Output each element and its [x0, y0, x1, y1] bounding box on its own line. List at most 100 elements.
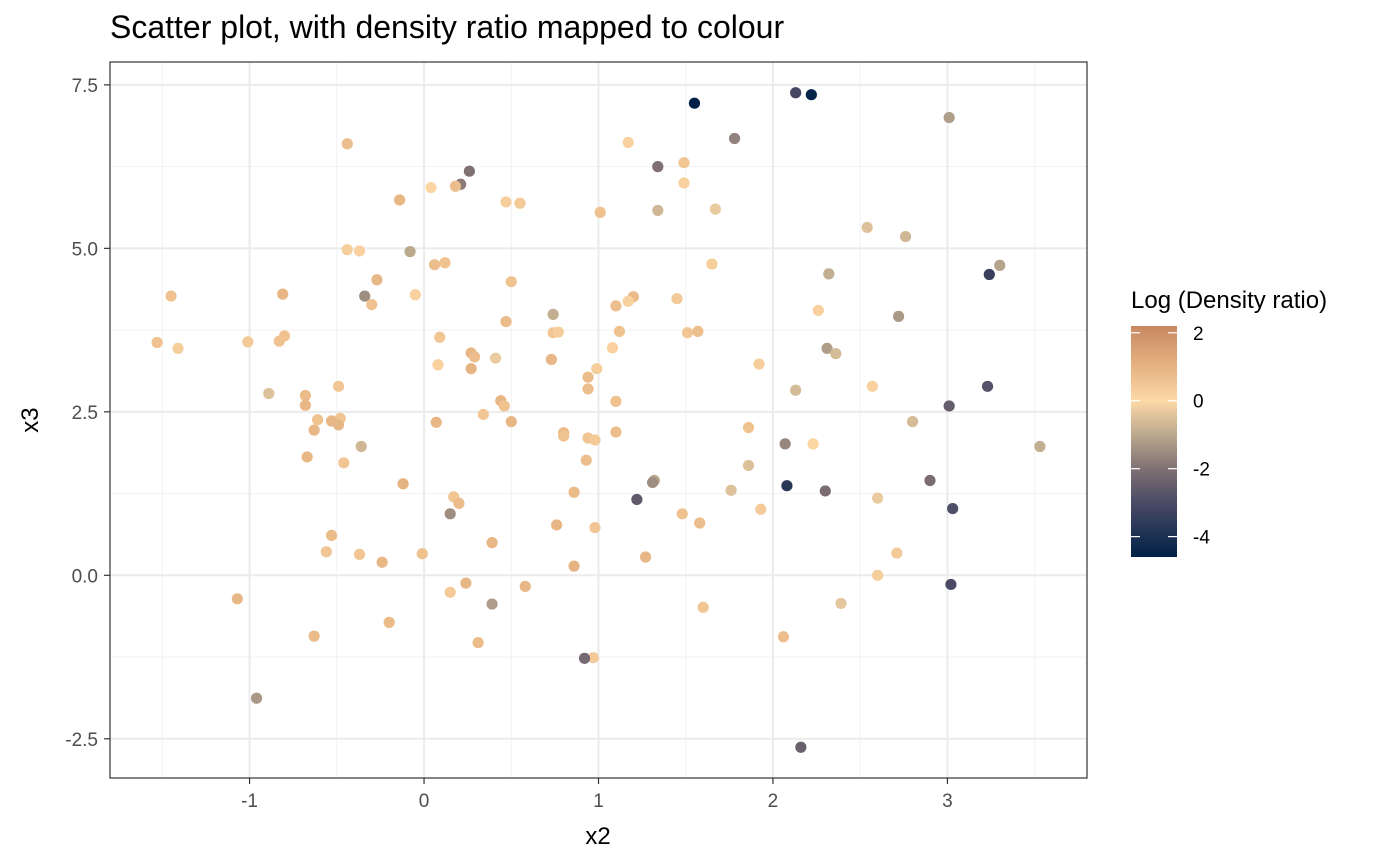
- scatter-point: [594, 206, 606, 218]
- scatter-point: [359, 290, 371, 302]
- scatter-point: [755, 503, 767, 515]
- x-axis-title: x2: [585, 823, 610, 850]
- scatter-point: [725, 484, 737, 496]
- scatter-point: [242, 336, 254, 348]
- scatter-point: [165, 290, 177, 302]
- scatter-point: [489, 352, 502, 364]
- scatter-point: [582, 383, 594, 395]
- scatter-point: [781, 480, 793, 492]
- scatter-point: [981, 380, 994, 392]
- scatter-point: [812, 304, 824, 317]
- scatter-point: [299, 399, 311, 411]
- scatter-point: [320, 546, 332, 558]
- scatter-point: [872, 492, 884, 504]
- scatter-point: [404, 246, 416, 258]
- scatter-point: [652, 204, 664, 217]
- scatter-point: [552, 326, 564, 338]
- scatter-point: [383, 616, 395, 628]
- legend-tick-label: -2: [1193, 460, 1210, 481]
- scatter-point: [568, 560, 580, 572]
- scatter-point: [582, 371, 594, 383]
- scatter-point: [325, 529, 338, 542]
- scatter-point: [678, 157, 690, 169]
- scatter-point: [551, 519, 563, 531]
- chart-title: Scatter plot, with density ratio mapped …: [110, 9, 784, 45]
- scatter-point: [376, 556, 388, 568]
- scatter-point: [500, 196, 512, 208]
- x-axis: -1 0 1 2 3: [241, 778, 953, 812]
- scatter-point: [353, 245, 366, 257]
- scatter-point: [434, 331, 446, 343]
- scatter-point: [341, 244, 353, 256]
- x-tick-label: 1: [593, 791, 604, 812]
- scatter-point: [983, 268, 995, 281]
- scatter-point: [353, 548, 366, 560]
- scatter-point: [273, 335, 285, 347]
- x-tick-label: 3: [942, 791, 953, 812]
- scatter-point: [486, 537, 498, 549]
- x-tick-label: -1: [241, 791, 258, 812]
- scatter-point: [463, 165, 475, 177]
- scatter-point: [777, 631, 790, 643]
- scatter-point: [790, 87, 802, 99]
- scatter-point: [742, 421, 755, 434]
- scatter-point: [460, 577, 472, 589]
- scatter-point: [308, 424, 320, 436]
- scatter-point: [994, 259, 1006, 271]
- scatter-point: [366, 298, 378, 311]
- scatter-point: [397, 478, 409, 490]
- scatter-point: [646, 476, 659, 489]
- scatter-point: [947, 503, 959, 515]
- legend-colorbar: [1131, 326, 1177, 557]
- scatter-point: [341, 138, 353, 150]
- legend-tick-label: 2: [1193, 324, 1204, 345]
- scatter-point: [338, 457, 350, 469]
- scatter-point: [835, 597, 847, 610]
- y-tick-label: 0.0: [72, 566, 98, 587]
- scatter-point: [332, 380, 345, 392]
- scatter-point: [444, 508, 456, 520]
- scatter-point: [477, 408, 489, 421]
- scatter-point: [676, 508, 688, 520]
- scatter-point: [231, 593, 243, 605]
- legend-ticks: 2 0 -2 -4: [1131, 324, 1210, 549]
- scatter-point: [906, 416, 919, 428]
- scatter-point: [416, 548, 428, 560]
- scatter-point: [589, 434, 601, 446]
- scatter-point: [640, 551, 652, 563]
- scatter-point: [589, 521, 601, 534]
- scatter-point: [678, 177, 690, 189]
- y-tick-label: 2.5: [72, 403, 98, 424]
- scatter-point: [371, 274, 383, 286]
- scatter-point: [301, 451, 313, 463]
- scatter-point: [355, 440, 367, 453]
- y-tick-label: 5.0: [72, 239, 98, 260]
- scatter-point: [924, 474, 936, 487]
- scatter-point: [790, 384, 802, 396]
- scatter-point: [610, 300, 622, 312]
- y-tick-label: -2.5: [65, 730, 98, 751]
- scatter-point: [425, 181, 437, 194]
- legend: Log (Density ratio) 2 0 -2 -4: [1131, 287, 1327, 557]
- scatter-point: [519, 580, 531, 593]
- legend-tick-label: 0: [1193, 392, 1204, 413]
- scatter-point: [578, 652, 591, 664]
- scatter-point: [568, 486, 580, 498]
- scatter-point: [943, 111, 955, 124]
- scatter-point: [742, 459, 755, 472]
- scatter-point: [622, 295, 634, 307]
- scatter-point: [807, 438, 819, 450]
- scatter-point: [151, 336, 163, 349]
- scatter-point: [312, 414, 324, 426]
- scatter-point: [172, 342, 184, 354]
- scatter-point: [591, 363, 603, 375]
- scatter-point: [671, 293, 683, 305]
- scatter-point: [779, 438, 791, 450]
- scatter-point: [308, 630, 320, 642]
- scatter-point: [430, 416, 442, 428]
- scatter-point: [439, 257, 451, 269]
- scatter-point: [545, 353, 557, 366]
- scatter-point: [652, 161, 664, 173]
- scatter-point: [631, 493, 643, 506]
- y-axis: -2.5 0.0 2.5 5.0 7.5: [65, 76, 110, 751]
